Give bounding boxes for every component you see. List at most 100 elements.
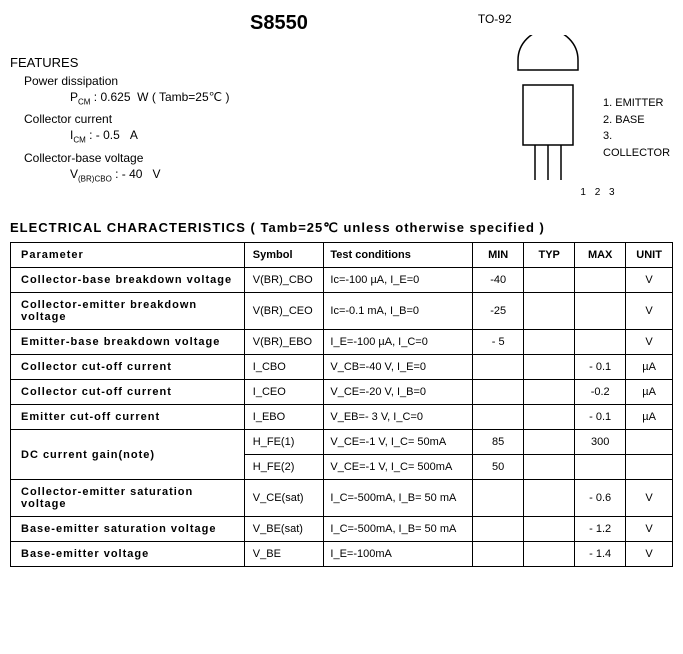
cell-typ xyxy=(524,517,575,542)
cell-conditions: V_CE=-1 V, I_C= 50mA xyxy=(324,430,473,455)
col-conditions: Test conditions xyxy=(324,243,473,268)
cell-conditions: V_CE=-1 V, I_C= 500mA xyxy=(324,455,473,480)
cell-symbol: V(BR)_CEO xyxy=(244,293,324,330)
table-row: Collector cut-off currentI_CEOV_CE=-20 V… xyxy=(11,380,673,405)
cell-max: - 0.6 xyxy=(575,480,626,517)
cell-typ xyxy=(524,455,575,480)
cell-symbol: H_FE(1) xyxy=(244,430,324,455)
col-symbol: Symbol xyxy=(244,243,324,268)
cell-symbol: V(BR)_CBO xyxy=(244,268,324,293)
cell-parameter: Collector-emitter saturation voltage xyxy=(11,480,245,517)
feature-vcbo-label: Collector-base voltage xyxy=(10,151,503,165)
feature-ic-value: ICM : - 0.5 A xyxy=(10,128,503,144)
table-row: DC current gain(note)H_FE(1)V_CE=-1 V, I… xyxy=(11,430,673,455)
cell-unit: V xyxy=(626,293,673,330)
cell-min xyxy=(473,355,524,380)
cell-parameter: DC current gain(note) xyxy=(11,430,245,480)
table-row: Emitter cut-off currentI_EBOV_EB=- 3 V, … xyxy=(11,405,673,430)
cell-max: - 0.1 xyxy=(575,405,626,430)
cell-conditions: I_C=-500mA, I_B= 50 mA xyxy=(324,480,473,517)
part-number: S8550 xyxy=(250,12,308,35)
features-block: FEATURES Power dissipation PCM : 0.625 W… xyxy=(10,35,673,198)
cell-min: 85 xyxy=(473,430,524,455)
header-row: S8550 TO-92 xyxy=(10,8,673,35)
cell-parameter: Base-emitter voltage xyxy=(11,542,245,567)
cell-parameter: Collector cut-off current xyxy=(11,355,245,380)
cell-unit: V xyxy=(626,517,673,542)
cell-typ xyxy=(524,480,575,517)
cell-max: - 1.2 xyxy=(575,517,626,542)
cell-conditions: V_CE=-20 V, I_B=0 xyxy=(324,380,473,405)
cell-symbol: I_CEO xyxy=(244,380,324,405)
cell-unit: V xyxy=(626,480,673,517)
cell-typ xyxy=(524,293,575,330)
to92-icon xyxy=(503,35,593,185)
cell-min: -25 xyxy=(473,293,524,330)
cell-min: 50 xyxy=(473,455,524,480)
cell-unit xyxy=(626,430,673,455)
table-row: Collector-emitter saturation voltageV_CE… xyxy=(11,480,673,517)
cell-unit: µA xyxy=(626,405,673,430)
cell-typ xyxy=(524,355,575,380)
cell-typ xyxy=(524,268,575,293)
cell-min xyxy=(473,380,524,405)
cell-conditions: Ic=-100 µA, I_E=0 xyxy=(324,268,473,293)
cell-max: -0.2 xyxy=(575,380,626,405)
table-row: Collector-emitter breakdown voltageV(BR)… xyxy=(11,293,673,330)
cell-min: - 5 xyxy=(473,330,524,355)
cell-min xyxy=(473,405,524,430)
table-header-row: Parameter Symbol Test conditions MIN TYP… xyxy=(11,243,673,268)
cell-unit xyxy=(626,455,673,480)
cell-parameter: Collector-emitter breakdown voltage xyxy=(11,293,245,330)
cell-typ xyxy=(524,405,575,430)
cell-max xyxy=(575,293,626,330)
cell-max: 300 xyxy=(575,430,626,455)
table-row: Collector-base breakdown voltageV(BR)_CB… xyxy=(11,268,673,293)
cell-parameter: Collector-base breakdown voltage xyxy=(11,268,245,293)
feature-pd-label: Power dissipation xyxy=(10,74,503,88)
feature-pd-value: PCM : 0.625 W ( Tamb=25℃ ) xyxy=(10,90,503,106)
cell-symbol: H_FE(2) xyxy=(244,455,324,480)
cell-min xyxy=(473,480,524,517)
cell-parameter: Base-emitter saturation voltage xyxy=(11,517,245,542)
cell-conditions: Ic=-0.1 mA, I_B=0 xyxy=(324,293,473,330)
cell-unit: µA xyxy=(626,355,673,380)
cell-max xyxy=(575,330,626,355)
cell-conditions: I_E=-100 µA, I_C=0 xyxy=(324,330,473,355)
electrical-heading: ELECTRICAL CHARACTERISTICS ( Tamb=25℃ un… xyxy=(10,220,673,236)
table-row: Emitter-base breakdown voltageV(BR)_EBOI… xyxy=(11,330,673,355)
table-row: Base-emitter voltageV_BEI_E=-100mA- 1.4V xyxy=(11,542,673,567)
cell-conditions: I_E=-100mA xyxy=(324,542,473,567)
table-row: Base-emitter saturation voltageV_BE(sat)… xyxy=(11,517,673,542)
package-label: TO-92 xyxy=(478,12,512,26)
cell-unit: µA xyxy=(626,380,673,405)
pin-labels: 1. EMITTER 2. BASE 3. COLLECTOR xyxy=(603,95,673,161)
cell-conditions: I_C=-500mA, I_B= 50 mA xyxy=(324,517,473,542)
cell-parameter: Emitter cut-off current xyxy=(11,405,245,430)
pin-2-label: 2. BASE xyxy=(603,112,673,129)
package-diagram: 1 2 3 1. EMITTER 2. BASE 3. COLLECTOR xyxy=(503,35,673,198)
cell-symbol: I_CBO xyxy=(244,355,324,380)
pin-numbers: 1 2 3 xyxy=(525,187,673,198)
cell-max: - 1.4 xyxy=(575,542,626,567)
cell-parameter: Emitter-base breakdown voltage xyxy=(11,330,245,355)
col-parameter: Parameter xyxy=(11,243,245,268)
electrical-table: Parameter Symbol Test conditions MIN TYP… xyxy=(10,242,673,567)
cell-min: -40 xyxy=(473,268,524,293)
cell-symbol: V_BE(sat) xyxy=(244,517,324,542)
cell-unit: V xyxy=(626,330,673,355)
pin-1-label: 1. EMITTER xyxy=(603,95,673,112)
cell-typ xyxy=(524,430,575,455)
cell-parameter: Collector cut-off current xyxy=(11,380,245,405)
feature-vcbo-value: V(BR)CBO : - 40 V xyxy=(10,167,503,183)
cell-symbol: V_CE(sat) xyxy=(244,480,324,517)
cell-conditions: V_EB=- 3 V, I_C=0 xyxy=(324,405,473,430)
pin-3-label: 3. COLLECTOR xyxy=(603,128,673,161)
cell-symbol: I_EBO xyxy=(244,405,324,430)
col-typ: TYP xyxy=(524,243,575,268)
cell-max xyxy=(575,268,626,293)
cell-typ xyxy=(524,380,575,405)
cell-min xyxy=(473,517,524,542)
features-heading: FEATURES xyxy=(10,55,503,70)
cell-symbol: V(BR)_EBO xyxy=(244,330,324,355)
